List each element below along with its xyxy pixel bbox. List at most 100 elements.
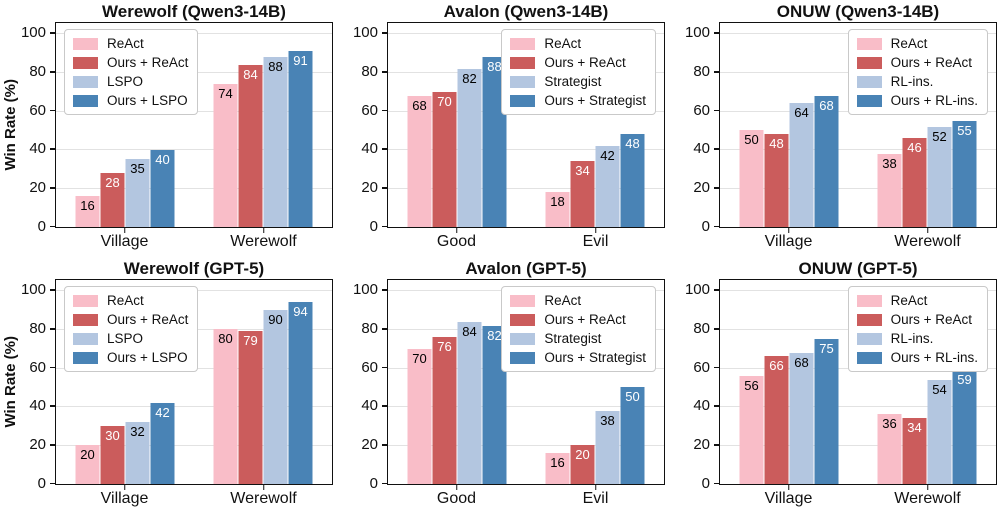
bar-value-label: 28 bbox=[105, 174, 120, 190]
legend-label: Ours + RL-ins. bbox=[890, 93, 978, 108]
bar-react: 38 bbox=[877, 153, 902, 227]
y-tick-mark bbox=[714, 289, 719, 291]
y-tick-label: 60 bbox=[693, 101, 710, 119]
bar-ours-lspo: 94 bbox=[288, 302, 313, 484]
bar-group-village: 20 30 32 42 bbox=[75, 402, 175, 484]
bar-group-werewolf: 36 34 54 59 bbox=[877, 369, 977, 484]
chart-onuw-qwen3-14b: ONUW (Qwen3-14B) 0 20 40 60 80 100 50 48 64 68 38 46… bbox=[665, 0, 997, 257]
y-axis-label: Win Rate (%) bbox=[1, 79, 19, 171]
chart-title: ONUW (Qwen3-14B) bbox=[776, 2, 940, 21]
gridline bbox=[388, 444, 664, 446]
y-axis-label-column bbox=[333, 22, 351, 228]
bar-ours-strategist: 50 bbox=[620, 387, 645, 484]
y-tick-mark bbox=[50, 109, 55, 112]
x-tick-mark bbox=[262, 485, 265, 490]
y-axis-label-column bbox=[333, 279, 351, 485]
legend-swatch bbox=[856, 351, 882, 364]
legend: ReAct Ours + ReAct LSPO Ours + LSPO bbox=[64, 286, 199, 372]
x-tick-mark bbox=[926, 485, 929, 490]
bar-value-label: 35 bbox=[130, 161, 145, 177]
bar-group-evil: 18 34 42 48 bbox=[545, 134, 645, 227]
y-tick-mark bbox=[50, 482, 55, 485]
bar-value-label: 20 bbox=[80, 447, 95, 463]
bar-value-label: 90 bbox=[268, 312, 283, 327]
bar-value-label: 54 bbox=[932, 381, 947, 397]
y-tick-label: 0 bbox=[701, 217, 710, 235]
y-tick-label: 80 bbox=[361, 319, 378, 337]
bar-strategist: 84 bbox=[457, 321, 482, 484]
y-tick-label: 80 bbox=[29, 62, 46, 80]
y-tick-label: 60 bbox=[361, 101, 378, 119]
legend-swatch bbox=[73, 75, 98, 88]
y-tick-label: 40 bbox=[361, 397, 378, 415]
bar-value-label: 16 bbox=[80, 198, 95, 214]
legend: ReAct Ours + ReAct Strategist Ours + Strate… bbox=[501, 286, 656, 372]
y-tick-label: 20 bbox=[693, 178, 710, 196]
plot-area: 68 70 82 88 18 34 42 48 ReAct Ours + ReAct Strateg… bbox=[387, 22, 665, 228]
x-tick-mark bbox=[123, 485, 126, 490]
x-tick-mark bbox=[455, 228, 458, 233]
y-tick-label: 0 bbox=[369, 474, 378, 492]
gridline bbox=[388, 406, 664, 408]
legend-label: RL-ins. bbox=[890, 74, 934, 89]
legend-item-ours-react: Ours + ReAct bbox=[856, 311, 978, 328]
bar-group-good: 70 76 84 82 bbox=[407, 321, 507, 484]
legend-swatch bbox=[73, 294, 98, 307]
bar-react: 20 bbox=[75, 445, 100, 484]
legend-swatch bbox=[856, 313, 882, 326]
legend-item-ours-rl-ins: Ours + RL-ins. bbox=[856, 92, 978, 109]
x-axis-ticks: Village Werewolf bbox=[719, 485, 997, 513]
x-tick-mark bbox=[123, 228, 126, 233]
y-tick-mark bbox=[382, 482, 387, 485]
legend-item-lspo: LSPO bbox=[73, 73, 188, 90]
legend-label: ReAct bbox=[890, 293, 928, 308]
y-tick-mark bbox=[714, 225, 719, 228]
x-tick-mark bbox=[262, 228, 265, 233]
plot-area: 50 48 64 68 38 46 52 55 ReAct Ours + ReAct RL-ins.… bbox=[719, 22, 997, 228]
y-tick-mark bbox=[50, 444, 55, 446]
legend-label: Ours + LSPO bbox=[107, 93, 188, 108]
bar-value-label: 56 bbox=[744, 377, 759, 393]
legend-swatch bbox=[510, 294, 536, 307]
legend-item-ours-react: Ours + ReAct bbox=[510, 311, 646, 328]
bar-value-label: 48 bbox=[625, 136, 640, 152]
bar-ours-react: 30 bbox=[100, 426, 125, 484]
y-tick-label: 100 bbox=[352, 24, 378, 42]
legend-label: Ours + ReAct bbox=[107, 55, 189, 70]
legend-swatch bbox=[510, 56, 536, 69]
x-axis-ticks: Good Evil bbox=[387, 228, 665, 256]
legend-label: Ours + Strategist bbox=[544, 93, 646, 108]
bar-ours-lspo: 40 bbox=[150, 149, 175, 227]
x-tick-mark bbox=[926, 228, 929, 233]
legend-item-ours-react: Ours + ReAct bbox=[856, 54, 978, 71]
bar-value-label: 59 bbox=[957, 371, 972, 387]
bar-value-label: 32 bbox=[130, 424, 145, 440]
chart-body: 0 20 40 60 80 100 68 70 82 88 18 34 42 48 ReAct Ours + … bbox=[333, 22, 665, 234]
legend: ReAct Ours + ReAct RL-ins. Ours + RL-ins. bbox=[847, 29, 988, 115]
bar-ours-lspo: 42 bbox=[150, 402, 175, 484]
y-axis-ticks: 0 20 40 60 80 100 bbox=[351, 279, 387, 491]
legend-swatch bbox=[510, 351, 536, 364]
legend-swatch bbox=[73, 94, 98, 107]
bar-value-label: 80 bbox=[218, 331, 233, 347]
y-tick-mark bbox=[382, 444, 387, 446]
legend-item-rl-ins: RL-ins. bbox=[856, 73, 978, 90]
y-tick-mark bbox=[50, 366, 55, 369]
legend-swatch bbox=[510, 75, 536, 88]
chart-avalon-gpt-5: Avalon (GPT-5) 0 20 40 60 80 100 70 76 84 82 16 20 38… bbox=[333, 257, 665, 514]
bar-value-label: 75 bbox=[819, 341, 834, 356]
legend-label: Ours + ReAct bbox=[107, 312, 189, 327]
y-tick-label: 80 bbox=[693, 62, 710, 80]
legend-item-react: ReAct bbox=[510, 292, 646, 309]
legend-label: ReAct bbox=[544, 293, 582, 308]
chart-avalon-qwen3-14b: Avalon (Qwen3-14B) 0 20 40 60 80 100 68 70 82 88 18… bbox=[333, 0, 665, 257]
y-tick-mark bbox=[50, 225, 55, 228]
legend-item-ours-strategist: Ours + Strategist bbox=[510, 349, 646, 366]
bar-value-label: 82 bbox=[462, 70, 477, 86]
bar-ours-react: 28 bbox=[100, 172, 125, 227]
y-tick-mark bbox=[50, 405, 55, 407]
bar-value-label: 70 bbox=[437, 93, 452, 109]
y-tick-mark bbox=[714, 405, 719, 407]
y-tick-mark bbox=[382, 366, 387, 369]
y-tick-label: 20 bbox=[29, 178, 46, 196]
